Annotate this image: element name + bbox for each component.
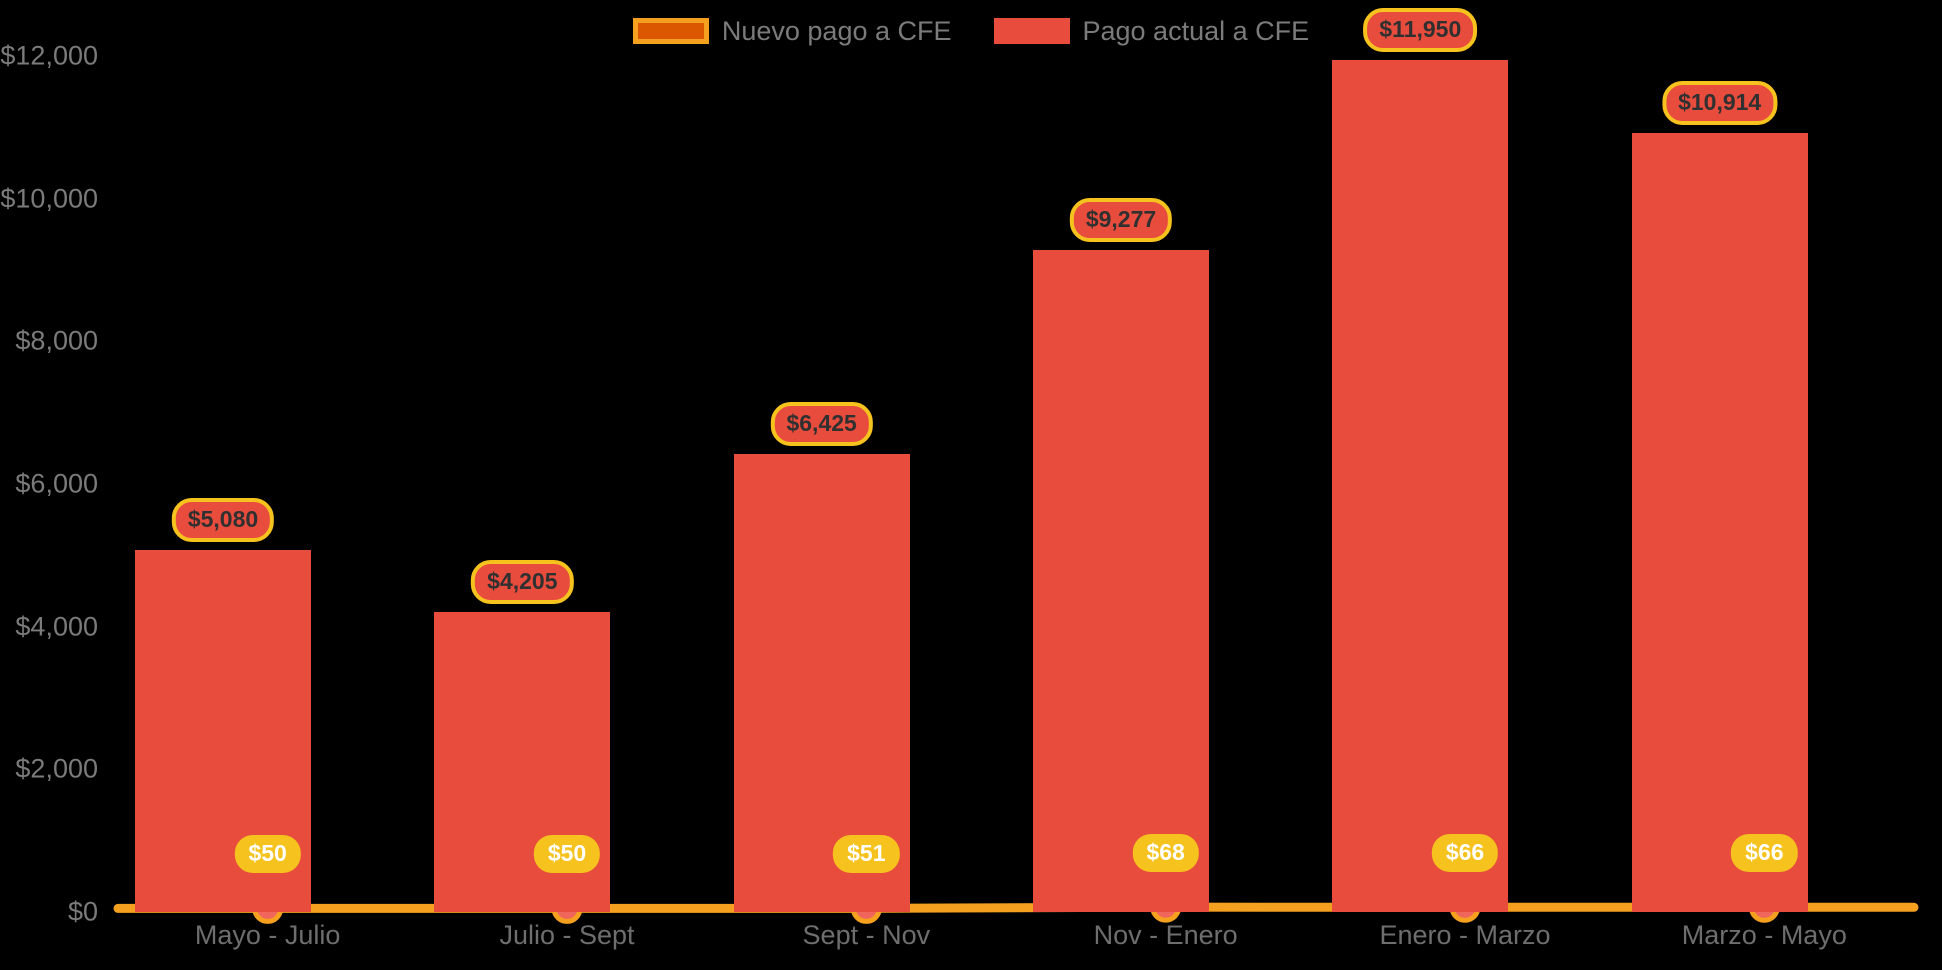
line-value-label: $50 <box>533 835 601 874</box>
line-value-label: $66 <box>1431 834 1499 873</box>
line-value-label: $66 <box>1731 834 1798 873</box>
y-axis: $0 $2,000 $4,000 $6,000 $8,000 $10,000 $12,000 <box>0 42 110 925</box>
x-axis-tick-label: Marzo - Mayo <box>1681 920 1847 950</box>
y-axis-tick-label: $0 <box>67 896 98 927</box>
legend-label-pago-actual: Pago actual a CFE <box>1082 15 1310 46</box>
line-value-label: $68 <box>1132 834 1199 873</box>
legend-label-nuevo-pago: Nuevo pago a CFE <box>721 15 952 46</box>
line-value-label: $50 <box>234 835 301 874</box>
y-axis-tick-label: $2,000 <box>15 753 98 784</box>
bar-value-label: $9,277 <box>1069 198 1173 243</box>
line-value-label: $51 <box>833 835 900 874</box>
legend-item-pago-actual[interactable]: Pago actual a CFE <box>993 15 1310 46</box>
bar-value-label: $4,205 <box>471 560 574 605</box>
plot-area: $5,080 $4,205 $6,425 $9,277 $11,950 $10,914 $5… <box>113 7 1919 924</box>
x-axis-tick-label: Nov - Enero <box>1093 920 1238 950</box>
bar-value-label: $6,425 <box>770 401 873 446</box>
legend-swatch-icon-nuevo-pago <box>632 18 709 44</box>
y-axis-tick-label: $10,000 <box>0 183 98 214</box>
x-axis: Mayo - Julio Julio - Sept Sept - Nov Nov - … <box>118 920 1914 964</box>
x-axis-tick-label: Enero - Marzo <box>1379 920 1551 950</box>
legend-swatch-icon-pago-actual <box>993 18 1070 44</box>
legend-item-nuevo-pago[interactable]: Nuevo pago a CFE <box>632 15 952 46</box>
bar[interactable] <box>1631 133 1808 912</box>
x-axis-tick-label: Mayo - Julio <box>194 920 341 950</box>
x-axis-tick-label: Julio - Sept <box>499 920 635 950</box>
bar[interactable] <box>1033 250 1209 912</box>
bar-value-label: $5,080 <box>171 497 275 542</box>
x-axis-tick-label: Sept - Nov <box>802 920 931 950</box>
y-axis-tick-label: $4,000 <box>15 611 98 642</box>
chart-legend: Nuevo pago a CFE Pago actual a CFE <box>0 8 1942 54</box>
bar-value-label: $10,914 <box>1662 81 1778 126</box>
bar-value-label: $11,950 <box>1363 7 1478 52</box>
bar[interactable] <box>1332 59 1509 912</box>
y-axis-tick-label: $6,000 <box>15 468 98 499</box>
y-axis-tick-label: $12,000 <box>0 40 98 71</box>
y-axis-tick-label: $8,000 <box>15 325 98 356</box>
